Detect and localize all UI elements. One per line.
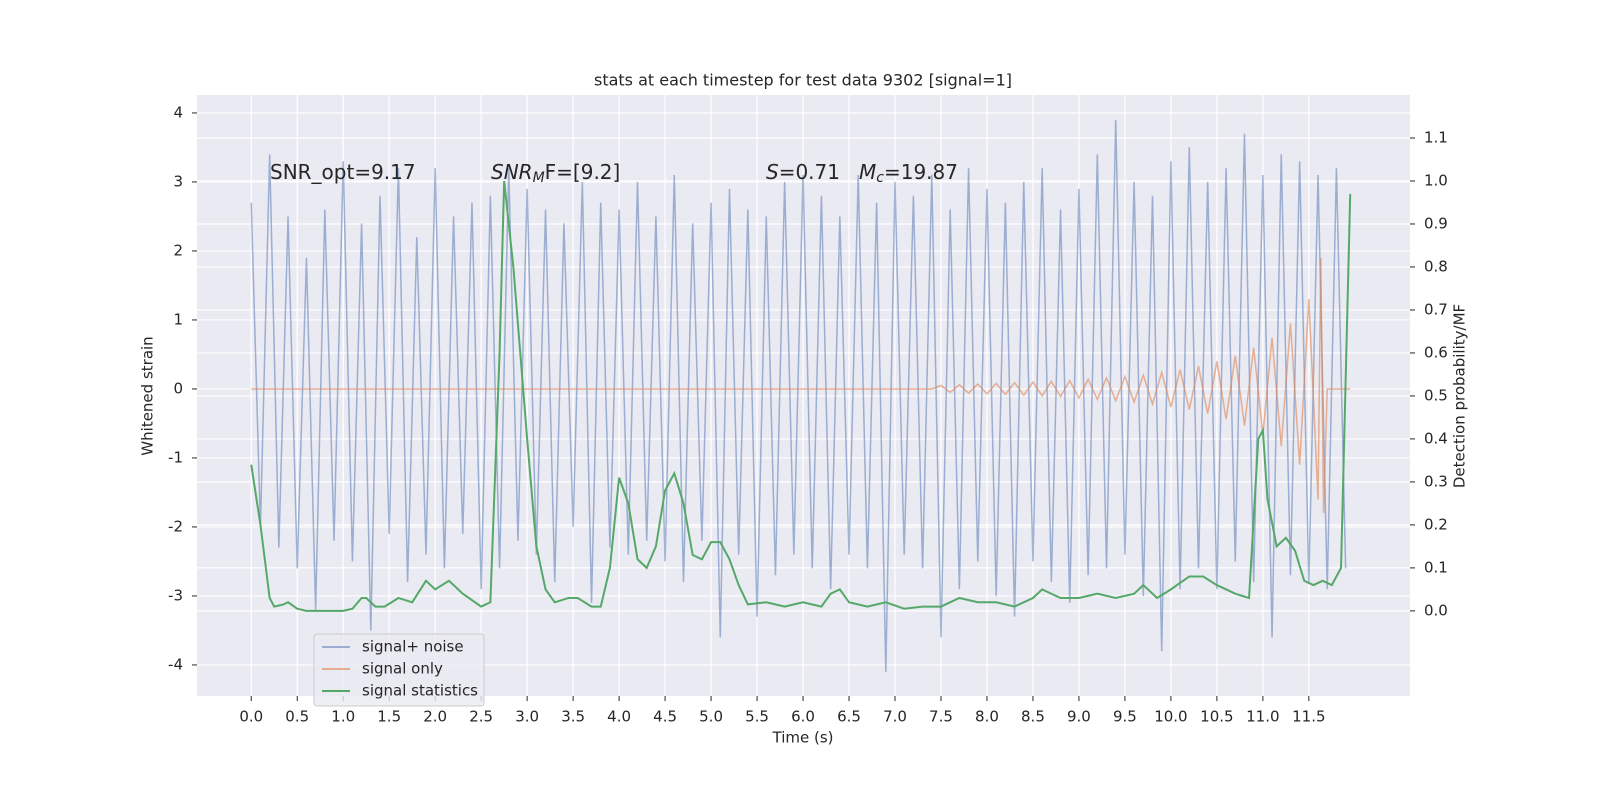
y2-tick-label: 0.5 [1424, 386, 1448, 404]
x-tick-label: 0.5 [285, 708, 309, 726]
x-tick-label: 11.0 [1246, 708, 1279, 726]
y-tick-label: 4 [173, 103, 183, 121]
annotation-part: M [859, 160, 876, 184]
x-tick-label: 2.0 [423, 708, 447, 726]
y2-tick-label: 0.4 [1424, 429, 1448, 447]
x-tick-label: 10.5 [1200, 708, 1233, 726]
x-tick-label: 5.0 [699, 708, 723, 726]
x-tick-label: 1.5 [377, 708, 401, 726]
annotation-part: M [533, 170, 545, 186]
annotation: SNRMF=[9.2] [491, 160, 620, 187]
y-tick-label: -1 [168, 448, 183, 466]
legend-label: signal+ noise [362, 638, 464, 656]
y-tick-label: 2 [173, 241, 183, 259]
x-tick-label: 3.5 [561, 708, 585, 726]
x-tick-label: 7.5 [929, 708, 953, 726]
x-tick-label: 8.0 [975, 708, 999, 726]
y2-tick-label: 0.8 [1424, 257, 1448, 275]
x-axis-label: Time (s) [772, 729, 834, 747]
x-tick-label: 4.5 [653, 708, 677, 726]
y2-tick-label: 0.9 [1424, 214, 1448, 232]
annotation-part: S [766, 160, 779, 184]
x-tick-label: 7.0 [883, 708, 907, 726]
y2-axis-label: Detection probability/MF [1451, 304, 1469, 488]
y2-tick-label: 0.6 [1424, 343, 1448, 361]
y2-tick-label: 0.2 [1424, 515, 1448, 533]
x-tick-label: 2.5 [469, 708, 493, 726]
y2-tick-label: 0.7 [1424, 300, 1448, 318]
annotation: SNR_opt=9.17 [270, 160, 416, 184]
x-tick-label: 6.5 [837, 708, 861, 726]
annotation-part: c [876, 170, 884, 186]
y-tick-label: 3 [173, 172, 183, 190]
x-tick-label: 9.0 [1067, 708, 1091, 726]
y-axis-label: Whitened strain [139, 336, 157, 455]
legend-box [313, 633, 485, 707]
x-tick-label: 0.0 [239, 708, 263, 726]
legend-label: signal statistics [362, 682, 478, 700]
y-tick-label: 1 [173, 310, 183, 328]
series-line [250, 119, 1347, 672]
annotation-part: SNR [491, 160, 533, 184]
annotation: S=0.71 [766, 160, 840, 184]
x-tick-label: 6.0 [791, 708, 815, 726]
y2-tick-label: 1.1 [1424, 128, 1448, 146]
x-tick-label: 10.0 [1154, 708, 1187, 726]
y2-tick-label: 0.1 [1424, 558, 1448, 576]
y2-tick-label: 0.0 [1424, 601, 1448, 619]
y-tick-label: -3 [168, 586, 183, 604]
x-tick-label: 4.0 [607, 708, 631, 726]
annotation-part: SNR_opt=9.17 [270, 160, 416, 184]
annotation-part: F=[9.2] [545, 160, 621, 184]
y-tick-label: -4 [168, 655, 183, 673]
annotation-part: =0.71 [779, 160, 840, 184]
annotation-part: =19.87 [884, 160, 958, 184]
legend-label: signal only [362, 660, 443, 678]
y-tick-label: -2 [168, 517, 183, 535]
series-line [251, 257, 1351, 514]
chart-title: stats at each timestep for test data 930… [594, 71, 1012, 90]
y2-tick-label: 1.0 [1424, 171, 1448, 189]
y2-tick-label: 0.3 [1424, 472, 1448, 490]
y-tick-label: 0 [173, 379, 183, 397]
series-line [250, 180, 1352, 612]
x-tick-label: 9.5 [1113, 708, 1137, 726]
x-tick-label: 1.0 [331, 708, 355, 726]
x-tick-label: 5.5 [745, 708, 769, 726]
x-tick-label: 11.5 [1292, 708, 1325, 726]
annotation: Mc=19.87 [859, 160, 958, 187]
x-tick-label: 8.5 [1021, 708, 1045, 726]
x-tick-label: 3.0 [515, 708, 539, 726]
